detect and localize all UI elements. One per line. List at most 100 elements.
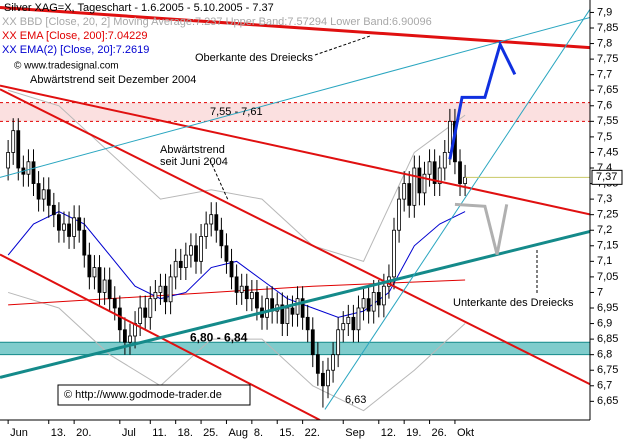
- candle-body: [214, 214, 219, 231]
- candle-body: [371, 292, 376, 312]
- zones: [0, 102, 590, 356]
- x-tick-label: 8.: [254, 427, 263, 439]
- annotation: © www.tradesignal.com: [14, 61, 119, 72]
- indicator-line: [8, 279, 466, 306]
- candle-body: [234, 276, 239, 293]
- y-tick-label: 7,15: [597, 240, 618, 252]
- x-tick-label: 20.: [76, 427, 91, 439]
- candle-body: [36, 183, 41, 200]
- candle-body: [163, 285, 168, 303]
- candle-body: [204, 223, 209, 237]
- candle-body: [67, 223, 71, 237]
- candle-body: [158, 285, 163, 293]
- zone: [0, 342, 590, 355]
- candle-body: [407, 183, 412, 206]
- zone-label: 6,80 - 6,84: [190, 330, 248, 344]
- x-tick-label: 13.: [51, 427, 66, 439]
- y-tick-label: 7,1: [597, 255, 612, 267]
- y-tick-label: 6,95: [597, 302, 618, 314]
- trendline: [0, 16, 590, 178]
- x-tick-label: 15.: [279, 427, 294, 439]
- y-tick-label: 7,45: [597, 146, 618, 158]
- x-tick-label: 26.: [432, 427, 447, 439]
- trendline: [324, 9, 590, 410]
- candle-body: [326, 369, 330, 387]
- y-tick-label: 6,75: [597, 364, 618, 376]
- legend-entry: XX EMA(2) [Close, 20]:7.2619: [2, 44, 149, 56]
- candle-body: [123, 329, 127, 343]
- legend: Silver XAG=X, Tageschart - 1.6.2005 - 5.…: [2, 2, 432, 56]
- candle-body: [300, 298, 305, 318]
- candle-body: [336, 329, 341, 356]
- candle-body: [117, 307, 122, 331]
- x-tick-label: 11.: [152, 427, 166, 439]
- annotation: Abwärtstrend: [160, 144, 225, 156]
- credit-box: [57, 384, 251, 406]
- trendline: [0, 88, 590, 386]
- candle-body: [87, 254, 92, 278]
- projection: [448, 40, 517, 160]
- y-tick-label: 7,05: [597, 271, 618, 283]
- y-tick-label: 7,85: [597, 22, 618, 34]
- candle-body: [183, 254, 188, 268]
- candle-body: [199, 236, 203, 262]
- candle-body: [41, 189, 46, 200]
- candle-body: [412, 167, 417, 206]
- indicator-line: [7, 291, 466, 412]
- candle-body: [417, 167, 422, 194]
- candle-body: [305, 316, 310, 331]
- candle-body: [107, 279, 112, 300]
- candle-body: [168, 276, 173, 303]
- y-tick-label: 7,7: [597, 69, 612, 81]
- y-tick-label: 6,7: [597, 380, 612, 392]
- trendlines: [0, 5, 590, 420]
- last-price-label: 7,37: [596, 171, 617, 183]
- y-tick-label: 6,9: [597, 317, 612, 329]
- candle-body: [92, 267, 97, 278]
- y-tick-label: 6,65: [597, 395, 618, 407]
- x-tick-label: Jul: [122, 427, 136, 439]
- pointer: [209, 159, 229, 201]
- candle-body: [315, 354, 320, 374]
- candle-body: [178, 260, 183, 268]
- candle-body: [331, 354, 335, 371]
- y-tick-label: 7,5: [597, 131, 612, 143]
- candle-body: [102, 279, 107, 293]
- candle-body: [280, 304, 285, 324]
- candle-body: [143, 307, 148, 318]
- x-tick-label: Okt: [457, 427, 474, 439]
- candle-body: [72, 217, 77, 237]
- candle-body: [194, 245, 198, 262]
- candle-body: [56, 214, 61, 231]
- candle-body: [62, 223, 66, 231]
- candle-body: [310, 329, 315, 356]
- x-tick-label: Sep: [345, 427, 365, 439]
- credit: © http://www.godmode-trader.de: [64, 389, 222, 401]
- candle-body: [112, 298, 117, 309]
- candle-body: [128, 335, 132, 343]
- candle-body: [239, 285, 244, 293]
- candle-body: [224, 245, 229, 262]
- candle-body: [31, 161, 36, 184]
- x-tick-label: 19.: [406, 427, 421, 439]
- pointers: [209, 35, 538, 293]
- axis-labels: 7,97,857,87,757,77,657,67,557,57,457,47,…: [7, 6, 618, 439]
- candle-body: [321, 372, 325, 387]
- candle-body: [148, 298, 153, 318]
- y-tick-label: 7,25: [597, 209, 618, 221]
- trendline: [0, 5, 590, 50]
- candle-body: [6, 152, 11, 169]
- y-tick-label: 7,3: [597, 193, 612, 205]
- candle-body: [51, 204, 56, 216]
- candle-body: [16, 130, 21, 169]
- zone-label: 7,55 - 7,61: [210, 106, 263, 118]
- candle-body: [82, 229, 87, 256]
- candle-body: [402, 183, 407, 200]
- annotation: 6,63: [345, 394, 366, 406]
- candle-body: [46, 189, 51, 206]
- candle-body: [356, 307, 361, 331]
- candle-body: [381, 285, 386, 306]
